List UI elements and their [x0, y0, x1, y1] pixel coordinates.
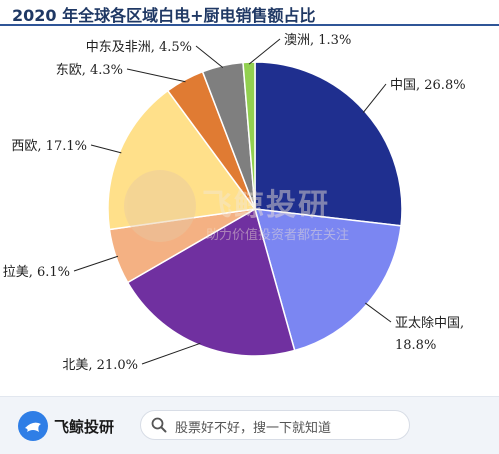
pie-slice-0: [254, 61, 403, 227]
leader-line-3: [73, 255, 119, 272]
leader-line-7: [248, 38, 281, 65]
slice-label-1: 亚太除中国, 18.8%: [395, 316, 464, 353]
leader-line-2: [141, 342, 201, 365]
search-input[interactable]: 股票好不好，搜一下就知道: [140, 410, 410, 440]
slice-labels: 中国, 26.8% 亚太除中国, 18.8% 北美, 21.0% 拉美, 6.1% 西欧,…: [3, 32, 466, 373]
brand-name[interactable]: 飞鲸投研: [54, 418, 115, 436]
slice-label-7: 澳洲, 1.3%: [284, 32, 351, 48]
pie-chart: 中国, 26.8% 亚太除中国, 18.8% 北美, 21.0% 拉美, 6.1% 西欧,…: [3, 32, 466, 373]
leader-line-5: [126, 68, 186, 83]
search-placeholder: 股票好不好，搜一下就知道: [175, 421, 332, 436]
pie-slice-7: [242, 61, 256, 210]
footer-bar: 飞鲸投研 股票好不好，搜一下就知道: [0, 396, 499, 454]
leader-line-6: [195, 45, 224, 68]
slice-label-6: 中东及非洲, 4.5%: [86, 40, 192, 55]
pie-slices: [107, 61, 403, 357]
label-leader-lines: [73, 38, 392, 365]
search-icon: [151, 417, 167, 433]
title-bar: 2020 年全球各区域白电+厨电销售额占比: [0, 0, 499, 26]
leader-line-1: [365, 302, 392, 323]
pie-slice-2: [126, 207, 296, 357]
slice-label-3: 拉美, 6.1%: [3, 265, 70, 280]
leader-line-0: [362, 83, 387, 113]
slice-label-2: 北美, 21.0%: [62, 358, 138, 373]
slice-label-0: 中国, 26.8%: [390, 78, 466, 93]
slice-label-4: 西欧, 17.1%: [11, 139, 87, 154]
slice-label-5: 东欧, 4.3%: [56, 63, 123, 78]
chart-title: 2020 年全球各区域白电+厨电销售额占比: [12, 6, 316, 25]
leader-line-4: [90, 144, 122, 154]
whale-logo-icon[interactable]: [18, 411, 48, 441]
